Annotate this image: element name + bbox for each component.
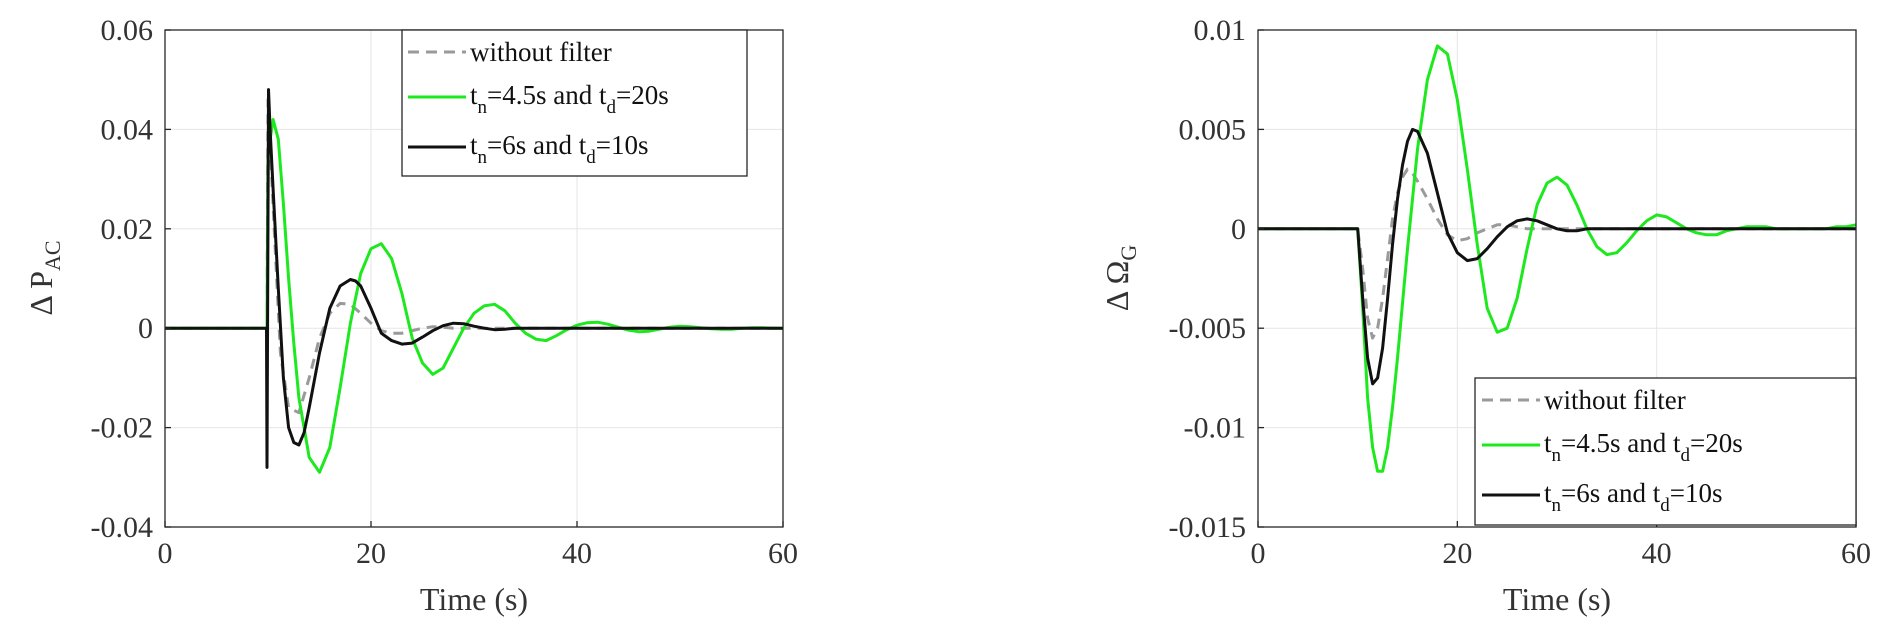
y-tick-label-left-0: -0.04 [91,511,154,544]
y-axis-label-right: Δ ΩG [1099,245,1141,312]
y-axis-label-left-sub: AC [40,240,65,271]
legend-left: without filter tn=4.5s and td=20s tn=6s … [401,29,748,177]
y-axis-label-right-symbol: Δ Ω [1099,261,1135,312]
legend-right-label-black: tn=6s and td=10s [1544,478,1722,516]
series-line-right-without-filter [1258,167,1856,340]
legend-right: without filter tn=4.5s and td=20s tn=6s … [1474,377,1857,526]
legend-right-box [1474,377,1857,526]
y-tick-label-right-4: 0.005 [1179,113,1247,146]
y-tick-label-right-5: 0.01 [1194,14,1247,47]
y-tick-label-left-2: 0 [138,312,153,345]
y-tick-label-right-1: -0.01 [1184,412,1247,445]
chart-right: 0 20 40 60 -0.015 -0.01 -0.005 0 0.005 0.01 Time … [1099,14,1871,617]
x-tick-label-left-3: 60 [768,537,798,570]
y-tick-label-left-5: 0.06 [101,14,154,47]
ticks-right: 0 20 40 60 -0.015 -0.01 -0.005 0 0.005 0.01 [1169,14,1872,570]
x-tick-label-left-0: 0 [158,537,173,570]
legend-left-label-without-filter: without filter [470,37,612,67]
legend-right-label-without-filter: without filter [1544,385,1686,415]
x-axis-label-right: Time (s) [1503,581,1611,617]
series-line-left-t-n-6s-and-t-d-10s [165,88,783,469]
series-line-left-t-n-4-5s-and-t-d-20s [165,118,783,474]
legend-right-label-green: tn=4.5s and td=20s [1544,428,1743,466]
x-tick-label-left-2: 40 [562,537,592,570]
legend-left-label-black: tn=6s and td=10s [470,130,648,168]
y-axis-label-left: Δ PAC [23,240,65,315]
y-axis-label-left-symbol: Δ P [23,271,59,316]
x-tick-label-right-0: 0 [1251,537,1266,570]
series-line-right-t-n-6s-and-t-d-10s [1258,127,1856,386]
legend-left-label-green: tn=4.5s and td=20s [470,80,669,118]
legend-left-box [401,29,748,177]
series-line-right-t-n-4-5s-and-t-d-20s [1258,44,1857,473]
x-tick-label-right-2: 40 [1642,537,1672,570]
y-tick-label-right-3: 0 [1231,213,1246,246]
x-axis-label-left: Time (s) [420,581,528,617]
y-tick-label-right-2: -0.005 [1169,312,1247,345]
y-tick-label-right-0: -0.015 [1169,511,1247,544]
ticks-left: 0 20 40 60 -0.04 -0.02 0 0.02 0.04 0.06 [91,14,799,570]
y-tick-label-left-4: 0.04 [101,113,154,146]
y-axis-label-right-sub: G [1116,245,1141,261]
series-lines-right [1258,44,1857,473]
plot-frame-right [1257,29,1857,528]
y-tick-label-left-3: 0.02 [101,213,154,246]
x-tick-label-left-1: 20 [356,537,386,570]
y-tick-label-left-1: -0.02 [91,412,154,445]
x-tick-label-right-3: 60 [1841,537,1871,570]
series-lines-left [165,88,783,474]
x-tick-label-right-1: 20 [1442,537,1472,570]
